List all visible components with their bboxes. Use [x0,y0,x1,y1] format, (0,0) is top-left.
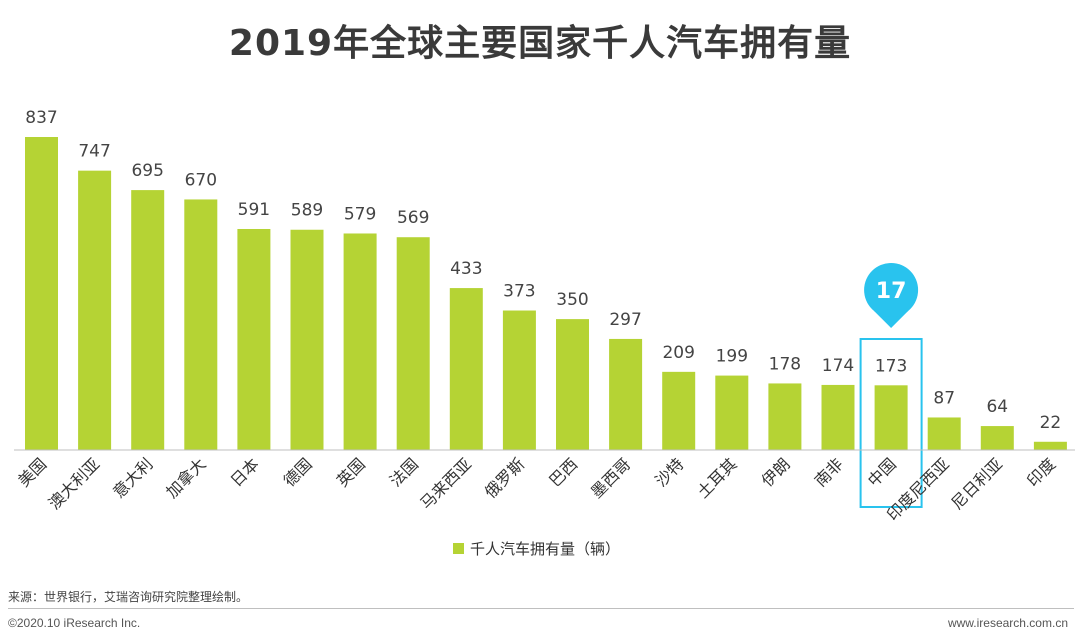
bar-0 [25,137,58,450]
bar-5 [290,229,324,450]
value-label-13: 199 [716,347,748,367]
bar-4 [237,228,271,450]
value-label-14: 178 [769,354,801,374]
value-label-5: 589 [291,201,323,221]
footer-divider [8,608,1074,609]
bar-16 [874,385,908,450]
category-label-2: 意大利 [109,454,156,501]
value-label-4: 591 [238,200,270,220]
category-label-7: 法国 [386,454,422,490]
value-label-8: 433 [450,259,482,279]
copyright-text: ©2020.10 iResearch Inc. [8,616,141,630]
category-label-16: 中国 [864,454,900,490]
bars-group [25,137,1067,450]
category-label-3: 加拿大 [162,454,209,501]
highlight-box [859,338,923,508]
highlight-layer: 17 [859,263,923,508]
category-label-14: 伊朗 [758,454,794,490]
category-label-9: 俄罗斯 [481,454,528,501]
category-label-12: 沙特 [651,454,687,490]
bar-3 [184,199,218,450]
category-label-10: 巴西 [545,454,581,490]
source-note: 来源：世界银行，艾瑞咨询研究院整理绘制。 [8,590,249,604]
category-label-0: 美国 [14,454,50,490]
bar-15 [821,384,855,450]
value-label-9: 373 [503,282,535,302]
bar-1 [78,170,112,450]
bar-11 [609,338,643,450]
value-label-0: 837 [25,108,57,128]
category-label-18: 尼日利亚 [947,454,1006,513]
bar-10 [556,319,589,450]
value-label-10: 350 [556,290,588,310]
category-labels-group: 美国澳大利亚 意大利 加拿大 日本 德国 英国 法国马来西亚 俄罗斯 巴西 墨西哥 沙特 土耳其 伊朗南… [14,454,1059,524]
bar-7 [396,237,430,450]
bar-17 [927,417,961,450]
value-label-2: 695 [131,161,163,181]
category-label-4: 日本 [227,454,263,490]
value-label-19: 22 [1040,413,1062,433]
value-label-11: 297 [609,310,641,330]
site-url: www.iresearch.com.cn [947,616,1068,630]
bar-14 [768,383,802,450]
bar-12 [662,371,696,450]
value-label-6: 579 [344,204,376,224]
legend-label: 千人汽车拥有量（辆） [470,539,621,558]
category-label-8: 马来西亚 [416,454,475,513]
category-label-11: 墨西哥 [587,454,634,501]
value-label-18: 64 [986,397,1008,417]
category-label-1: 澳大利亚 [45,454,104,513]
value-label-15: 174 [822,356,854,376]
bar-8 [449,288,483,450]
value-label-7: 569 [397,208,429,228]
bar-9 [502,310,536,450]
value-label-12: 209 [662,343,694,363]
legend-swatch [453,542,464,554]
value-label-16: 173 [875,356,907,376]
bar-19 [1033,441,1067,450]
bar-6 [343,233,377,450]
bar-13 [715,375,749,450]
category-label-15: 南非 [811,454,847,490]
chart-title: 2019年全球主要国家千人汽车拥有量 [228,23,852,64]
bar-chart: 17 837 747 695 670 591 589 579 569 433 373 350 297 2… [14,108,1075,524]
category-label-5: 德国 [280,454,316,490]
category-label-6: 英国 [333,454,369,490]
highlight-badge [864,263,919,317]
value-label-17: 87 [933,388,955,408]
legend: 千人汽车拥有量（辆） [453,538,620,558]
value-labels-group: 837 747 695 670 591 589 579 569 433 373 350 297 209 1… [25,108,1061,433]
category-label-19: 印度 [1023,454,1059,490]
value-label-3: 670 [185,170,217,190]
highlight-badge-text: 17 [876,279,907,304]
value-label-1: 747 [78,142,110,162]
category-label-13: 土耳其 [693,454,740,501]
bar-2 [131,190,165,450]
bar-18 [980,426,1014,450]
